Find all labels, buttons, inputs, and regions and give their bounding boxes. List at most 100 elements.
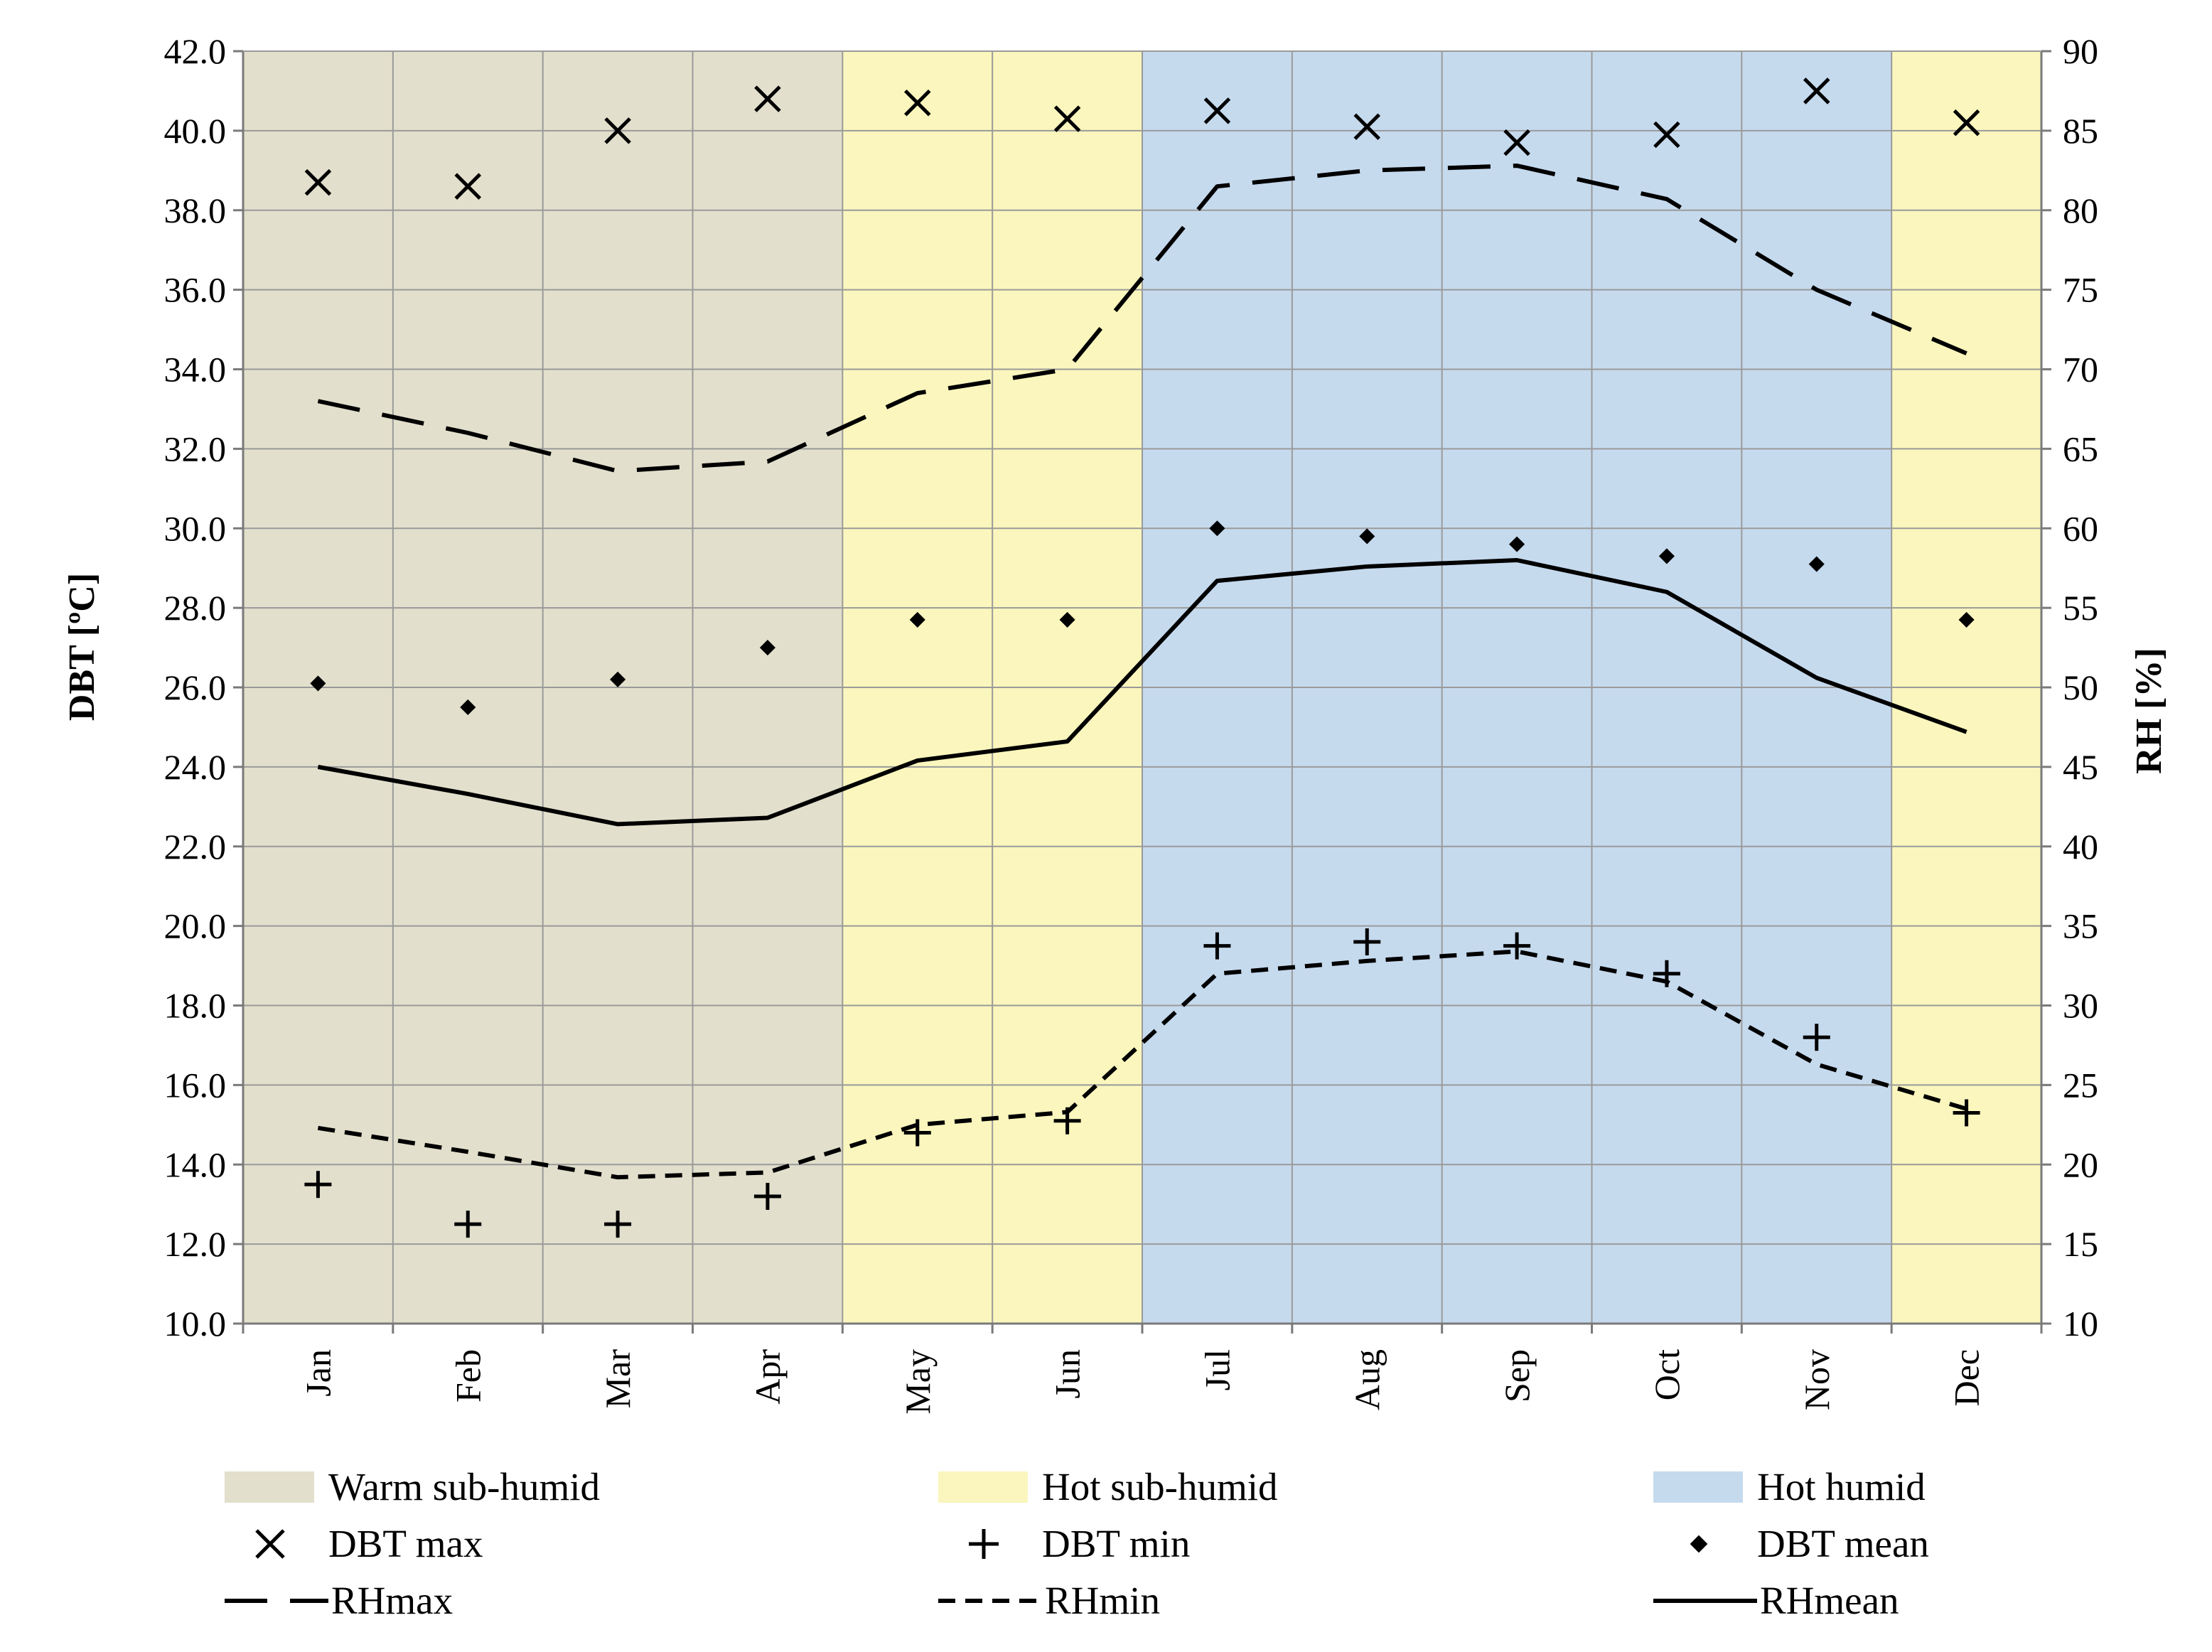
legend-label-rhmin: RHmin <box>1045 1579 1160 1622</box>
left-tick-label: 42.0 <box>164 31 227 71</box>
point-dbt-min <box>1653 960 1680 987</box>
point-dbt-mean <box>1359 528 1375 545</box>
point-dbt-min <box>753 1183 781 1210</box>
point-dbt-max <box>1353 113 1381 141</box>
point-dbt-mean <box>1658 548 1675 564</box>
point-dbt-mean <box>1808 556 1825 572</box>
legend-label-dbt-min: DBT min <box>1042 1522 1190 1565</box>
gridlines <box>243 50 2041 1324</box>
left-tick-label: 24.0 <box>164 747 227 787</box>
legend-label-warm-sub-humid: Warm sub-humid <box>328 1465 600 1508</box>
x-axis-ticks: Jan Feb Mar Apr May Jun Jul Aug Sep Oct Nov Dec <box>298 1349 1986 1415</box>
legend-marker-dbt-max <box>255 1529 285 1559</box>
point-dbt-max <box>1203 97 1231 124</box>
point-dbt-min <box>304 1171 332 1198</box>
point-dbt-mean <box>610 671 626 687</box>
left-tick-label: 38.0 <box>164 191 227 230</box>
right-tick-label: 15 <box>2063 1224 2098 1264</box>
axes <box>233 50 2051 1334</box>
point-dbt-max <box>1053 105 1081 132</box>
legend-marker-dbt-mean <box>1690 1535 1708 1553</box>
month-label: Feb <box>448 1349 488 1402</box>
legend-label-dbt-max: DBT max <box>328 1522 483 1565</box>
left-tick-label: 18.0 <box>164 986 227 1026</box>
point-dbt-max <box>903 89 931 117</box>
series-line-rhmin <box>317 949 1967 1180</box>
right-tick-label: 85 <box>2063 111 2098 151</box>
point-dbt-mean <box>1509 536 1525 552</box>
point-dbt-max <box>1503 129 1530 156</box>
legend-label-rhmean: RHmean <box>1760 1579 1899 1622</box>
right-axis-ticks: 10 15 20 25 30 35 40 45 50 55 60 65 70 75 80 85 90 <box>2063 31 2098 1343</box>
legend-swatch-warm-sub-humid <box>225 1471 314 1503</box>
month-label: Jul <box>1197 1349 1237 1390</box>
right-tick-label: 60 <box>2063 508 2098 548</box>
legend-label-dbt-mean: DBT mean <box>1757 1522 1929 1565</box>
month-label: Dec <box>1947 1349 1987 1407</box>
left-tick-label: 10.0 <box>164 1304 227 1343</box>
right-tick-label: 25 <box>2063 1065 2098 1105</box>
right-tick-label: 50 <box>2063 667 2098 707</box>
left-tick-label: 22.0 <box>164 827 227 867</box>
left-axis-title: DBT [ºC] <box>62 573 102 721</box>
point-dbt-max <box>1653 121 1680 149</box>
left-tick-label: 20.0 <box>164 906 227 946</box>
point-dbt-max <box>304 168 332 196</box>
month-label: Sep <box>1497 1349 1537 1402</box>
point-dbt-min <box>1353 928 1381 955</box>
left-tick-label: 26.0 <box>164 667 227 707</box>
rh-lines <box>317 163 1967 1180</box>
left-tick-label: 32.0 <box>164 429 227 468</box>
left-tick-label: 14.0 <box>164 1144 227 1184</box>
point-dbt-min <box>454 1211 482 1238</box>
right-tick-label: 30 <box>2063 986 2098 1026</box>
month-label: Apr <box>748 1349 788 1405</box>
point-dbt-max <box>1953 109 1980 136</box>
right-tick-label: 55 <box>2063 588 2098 628</box>
legend: Warm sub-humid Hot sub-humid Hot humid DBT … <box>225 1465 1929 1622</box>
left-tick-label: 34.0 <box>164 350 227 390</box>
month-label: Jun <box>1048 1349 1088 1398</box>
left-tick-label: 40.0 <box>164 111 227 151</box>
point-dbt-min <box>1503 932 1531 960</box>
month-label: Mar <box>598 1349 638 1409</box>
point-dbt-mean <box>310 675 326 692</box>
legend-label-hot-sub-humid: Hot sub-humid <box>1042 1465 1278 1508</box>
point-dbt-min <box>604 1211 632 1238</box>
right-tick-label: 80 <box>2063 191 2098 230</box>
right-tick-label: 70 <box>2063 350 2098 390</box>
point-dbt-min <box>1203 932 1231 960</box>
legend-swatch-hot-humid <box>1653 1471 1743 1503</box>
point-dbt-min <box>903 1119 931 1147</box>
point-dbt-max <box>1803 77 1830 104</box>
legend-swatch-hot-sub-humid <box>938 1471 1028 1503</box>
point-dbt-mean <box>759 640 775 656</box>
right-tick-label: 20 <box>2063 1144 2098 1184</box>
left-tick-label: 30.0 <box>164 508 227 548</box>
left-tick-label: 16.0 <box>164 1065 227 1105</box>
month-label: Aug <box>1347 1349 1387 1410</box>
month-label: May <box>898 1349 938 1415</box>
legend-label-rhmax: RHmax <box>331 1579 453 1622</box>
month-label: Nov <box>1797 1349 1837 1410</box>
month-label: Oct <box>1647 1349 1687 1400</box>
point-dbt-mean <box>1059 611 1075 628</box>
left-tick-label: 28.0 <box>164 588 227 628</box>
point-dbt-max <box>604 117 631 144</box>
point-dbt-mean <box>1958 611 1975 628</box>
right-tick-label: 40 <box>2063 827 2098 867</box>
point-dbt-mean <box>909 611 925 628</box>
legend-label-hot-humid: Hot humid <box>1757 1465 1926 1508</box>
point-dbt-mean <box>1209 520 1225 537</box>
left-tick-label: 36.0 <box>164 270 227 310</box>
point-dbt-min <box>1803 1024 1830 1051</box>
right-axis-title: RH [%] <box>2129 648 2169 774</box>
point-dbt-mean <box>460 699 476 716</box>
series-line-rhmax <box>317 163 1967 473</box>
point-dbt-max <box>454 173 482 200</box>
right-tick-label: 90 <box>2063 31 2098 71</box>
legend-marker-dbt-min <box>969 1529 999 1559</box>
right-tick-label: 75 <box>2063 270 2098 310</box>
left-axis-ticks: 10.0 12.0 14.0 16.0 18.0 20.0 22.0 24.0 26.0 28.0… <box>164 31 227 1343</box>
